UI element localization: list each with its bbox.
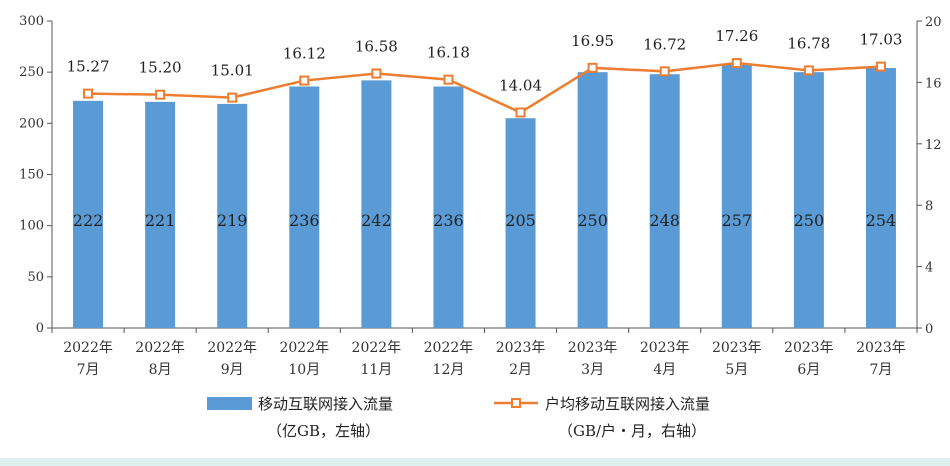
line-value-label: 16.72	[643, 35, 686, 53]
line-value-label: 17.26	[715, 27, 758, 45]
line-point	[803, 65, 814, 76]
x-tick-label-month: 7月	[869, 362, 892, 378]
y-left-tick-label: 150	[19, 168, 44, 183]
y-left-tick-label: 250	[19, 65, 44, 80]
bottom-band	[0, 458, 950, 466]
bar	[145, 101, 176, 329]
line-point	[587, 62, 598, 73]
x-tick-label-year: 2023年	[712, 340, 762, 356]
legend: 移动互联网接入流量 （亿GB，左轴） 户均移动互联网接入流量 （GB/户・月，右轴）	[207, 395, 710, 440]
x-tick-label-month: 7月	[77, 362, 100, 378]
x-tick-label-month: 5月	[725, 362, 748, 378]
line-series	[83, 58, 886, 118]
line-value-label: 16.18	[427, 44, 470, 62]
y-left-tick-label: 0	[36, 321, 44, 336]
bar	[865, 68, 896, 328]
bar-series	[73, 65, 896, 329]
bar-value-label: 219	[217, 211, 248, 230]
bar-value-label: 205	[505, 211, 536, 230]
bar	[505, 118, 536, 328]
x-tick-label-year: 2023年	[784, 340, 834, 356]
data-labels: 222 221 219 236 242 236 205 250 248 257 250 254 15.2…	[67, 27, 903, 230]
y-right-tick-label: 8	[925, 199, 933, 214]
x-tick-label-year: 2022年	[279, 340, 329, 356]
line-value-label: 15.27	[67, 58, 110, 76]
line-point	[659, 66, 670, 77]
bar	[721, 65, 752, 329]
line-point	[443, 74, 454, 85]
legend-bar-swatch	[207, 397, 252, 410]
line-point	[83, 88, 94, 99]
legend-line-note: （GB/户・月，右轴）	[558, 422, 706, 440]
x-tick-label-month: 2月	[509, 362, 532, 378]
y-left-tick-label: 200	[19, 116, 44, 131]
y-right-tick-label: 16	[925, 76, 942, 91]
bar-value-label: 248	[649, 211, 680, 230]
line-value-label: 14.04	[499, 76, 542, 94]
x-tick-label-month: 12月	[433, 362, 465, 378]
bar-value-label: 236	[289, 211, 320, 230]
line-point	[155, 89, 166, 100]
x-tick-label-month: 3月	[581, 362, 604, 378]
line-path	[88, 61, 882, 114]
legend-line-marker	[511, 398, 521, 408]
y-right-tick-label: 4	[925, 261, 933, 276]
bar-value-label: 236	[433, 211, 464, 230]
legend-bar-name: 移动互联网接入流量	[258, 395, 393, 413]
x-tick-label-year: 2023年	[568, 340, 618, 356]
x-tick-label-month: 8月	[149, 362, 172, 378]
line-point	[299, 75, 310, 86]
x-tick-label-year: 2023年	[496, 340, 546, 356]
bar-value-label: 221	[145, 211, 176, 230]
bar-value-label: 254	[866, 211, 897, 230]
y-right-tick-label: 20	[925, 15, 942, 30]
x-tick-label-year: 2023年	[856, 340, 906, 356]
bar-value-label: 222	[73, 211, 104, 230]
line-point	[227, 92, 238, 103]
line-point	[731, 58, 742, 69]
bar	[361, 80, 392, 328]
axes: 0 50 100 150 200 250 300 0 4 8 12 16 20 2022年 7月 2022年 8…	[19, 14, 941, 378]
y-right-tick-label: 0	[925, 322, 933, 337]
bar	[217, 103, 248, 328]
y-left-tick-label: 100	[19, 219, 44, 234]
bar	[73, 100, 104, 328]
bar	[793, 72, 824, 329]
x-tick-label-month: 6月	[797, 362, 820, 378]
x-tick-label-year: 2023年	[640, 340, 690, 356]
y-left-tick-label: 300	[19, 14, 44, 29]
x-tick-label-year: 2022年	[135, 340, 185, 356]
x-tick-label-year: 2022年	[63, 340, 113, 356]
bar-value-label: 242	[361, 211, 392, 230]
line-point	[875, 61, 886, 72]
line-point	[515, 107, 526, 118]
x-tick-label-year: 2022年	[207, 340, 257, 356]
line-value-label: 17.03	[859, 31, 902, 49]
line-value-label: 15.01	[211, 62, 254, 80]
bar	[433, 86, 464, 328]
x-tick-label-month: 11月	[360, 362, 392, 378]
x-tick-label-year: 2022年	[424, 340, 474, 356]
bar	[649, 74, 680, 328]
bar-value-label: 250	[794, 211, 825, 230]
x-tick-label-month: 4月	[653, 362, 676, 378]
x-tick-label-month: 9月	[221, 362, 244, 378]
y-right-tick-label: 12	[925, 138, 942, 153]
x-tick-label-month: 10月	[288, 362, 320, 378]
line-value-label: 15.20	[139, 59, 182, 77]
line-point	[371, 68, 382, 79]
line-value-label: 16.58	[355, 37, 398, 55]
y-left-tick-label: 50	[27, 270, 44, 285]
x-tick-label-year: 2022年	[352, 340, 402, 356]
bar-value-label: 250	[577, 211, 608, 230]
bar	[577, 72, 608, 329]
line-value-label: 16.12	[283, 45, 326, 63]
line-value-label: 16.78	[787, 34, 830, 52]
bar	[289, 86, 320, 328]
bar-value-label: 257	[722, 211, 753, 230]
legend-bar-note: （亿GB，左轴）	[267, 422, 380, 440]
line-value-label: 16.95	[571, 32, 614, 50]
legend-line-name: 户均移动互联网接入流量	[545, 395, 710, 413]
